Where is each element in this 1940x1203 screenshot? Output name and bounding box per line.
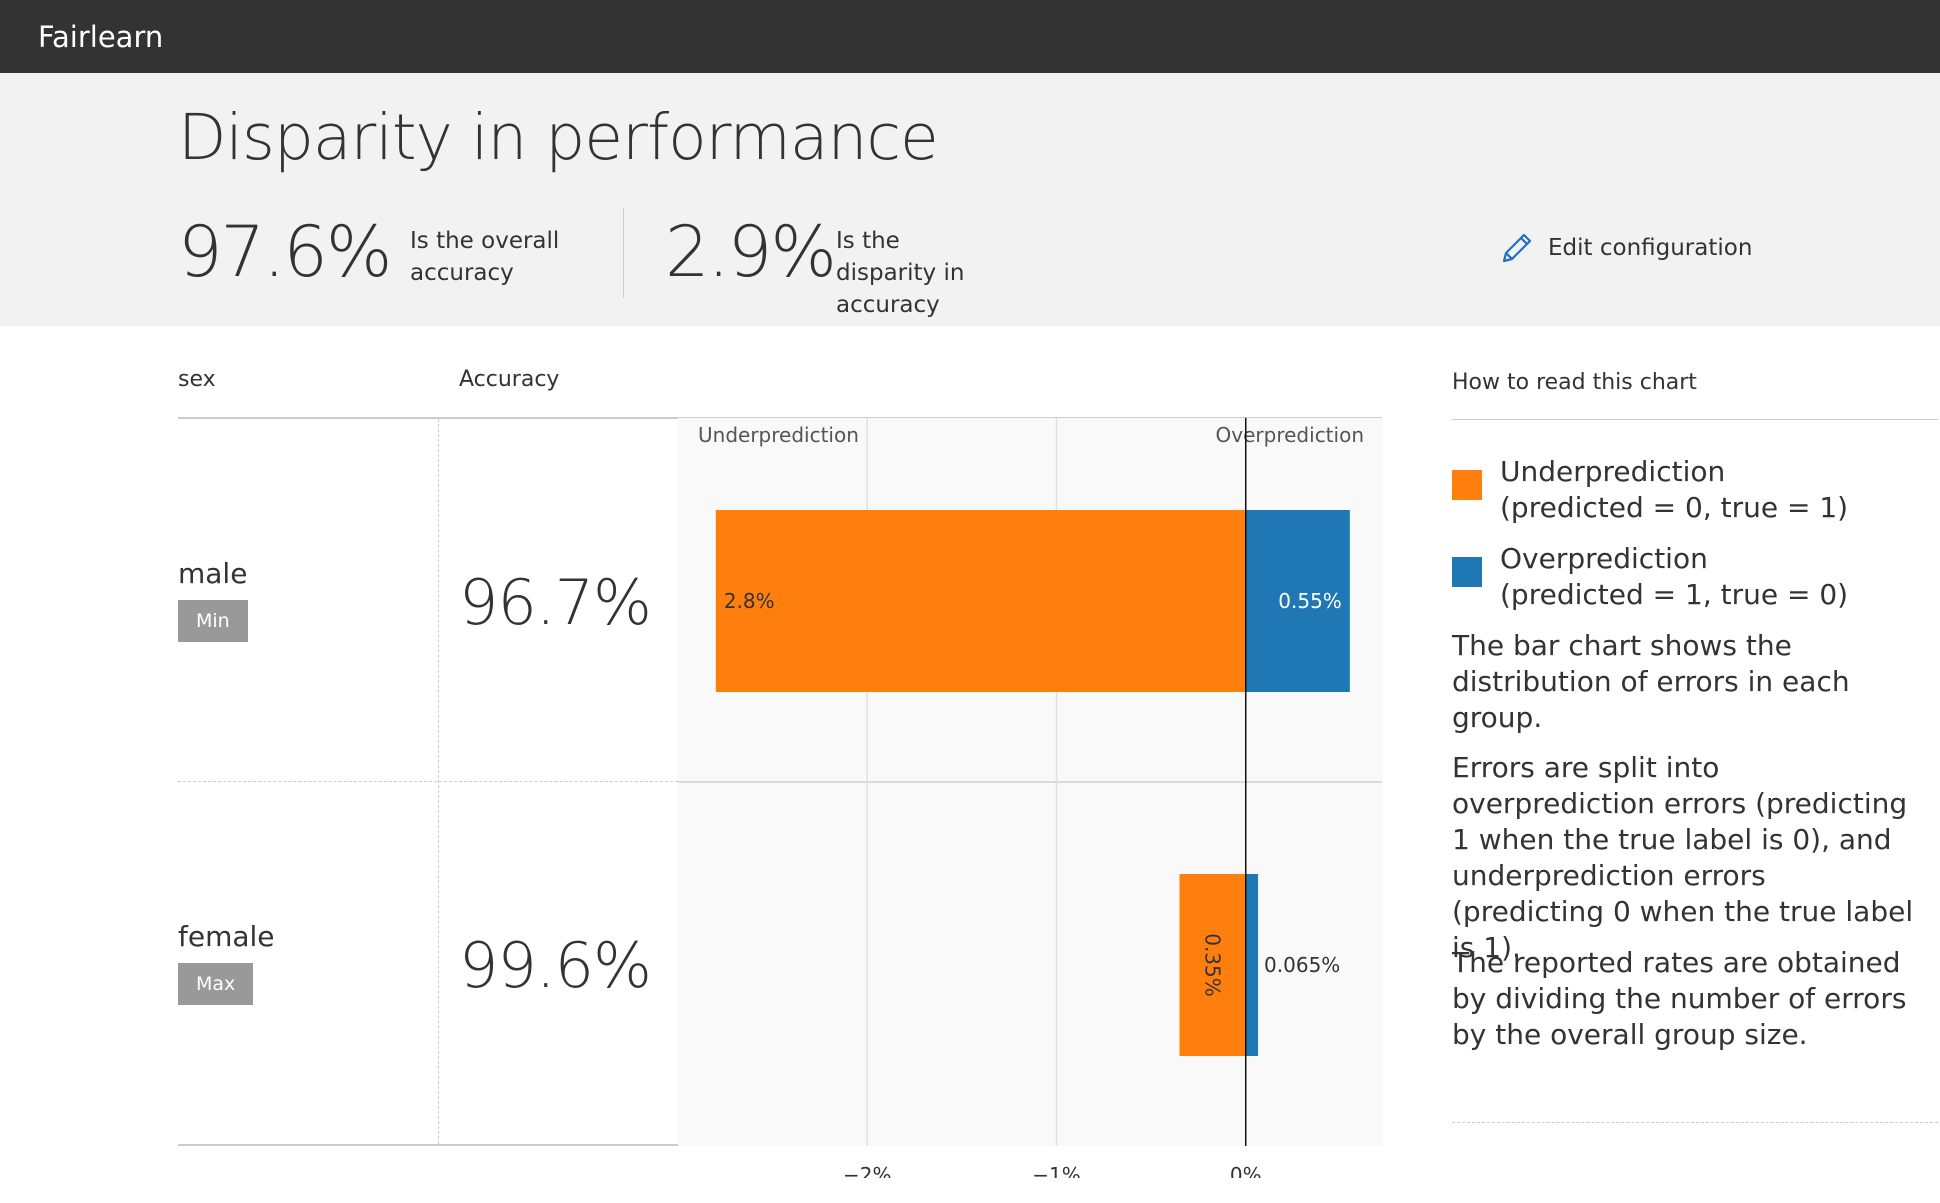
accuracy-value-male: 96.7% (459, 566, 652, 639)
summary-panel: Disparity in performance 97.6% Is the ov… (0, 73, 1940, 326)
data-label-underprediction-female: 0.35% (1201, 933, 1225, 997)
underprediction-axis-label: Underprediction (698, 423, 859, 447)
summary-divider (623, 208, 624, 298)
overall-accuracy-label: Is the overall accuracy (410, 228, 560, 286)
bar-underprediction-male (715, 510, 1246, 692)
help-paragraph-2: Errors are split into overprediction err… (1452, 751, 1914, 964)
help-paragraph-3: The reported rates are obtained by divid… (1452, 946, 1907, 1051)
error-distribution-chart: −2% −1% 0% Underprediction Overprediction 2.8… (678, 418, 1382, 1178)
legend-underprediction-detail: (predicted = 0, true = 1) (1500, 491, 1849, 524)
how-to-read-divider (1452, 419, 1938, 420)
group-column-header: sex (178, 367, 216, 392)
pencil-icon (1502, 233, 1532, 263)
x-tick-label: 0% (1230, 1163, 1262, 1178)
app-brand: Fairlearn (38, 20, 164, 54)
bar-overprediction-female (1245, 874, 1259, 1056)
overprediction-axis-label: Overprediction (1216, 423, 1364, 447)
edit-configuration-button[interactable]: Edit configuration (1500, 228, 1752, 268)
disparity-label: Is the disparity in accuracy (836, 228, 965, 318)
disparity-value: 2.9% (665, 211, 837, 293)
overall-accuracy-value: 97.6% (178, 211, 392, 293)
bar-underprediction-female (1179, 874, 1246, 1056)
data-label-overprediction-male: 0.55% (1278, 589, 1342, 613)
how-to-read-header: How to read this chart (1452, 370, 1697, 395)
top-bar: Fairlearn (0, 0, 1940, 73)
accuracy-value-female: 99.6% (459, 929, 652, 1002)
row-separator (178, 781, 678, 782)
data-label-underprediction-male: 2.8% (724, 589, 775, 613)
max-badge: Max (178, 963, 254, 1005)
legend-overprediction-name: Overprediction (1500, 542, 1708, 575)
underprediction-swatch (1452, 470, 1482, 500)
legend-item-underprediction: Underprediction (predicted = 0, true = 1… (1452, 454, 1848, 526)
x-tick-label: −1% (1032, 1163, 1081, 1178)
legend-item-overprediction: Overprediction (predicted = 1, true = 0) (1452, 541, 1848, 613)
bar-overprediction-male (1245, 510, 1350, 692)
min-badge: Min (178, 600, 248, 642)
group-name-female: female (178, 920, 275, 953)
legend-underprediction-name: Underprediction (1500, 455, 1726, 488)
legend-overprediction-detail: (predicted = 1, true = 0) (1500, 578, 1849, 611)
edit-configuration-label: Edit configuration (1548, 235, 1753, 261)
overprediction-swatch (1452, 557, 1482, 587)
accuracy-column-header: Accuracy (459, 367, 560, 392)
group-name-male: male (178, 557, 248, 590)
data-label-overprediction-female: 0.065% (1264, 953, 1340, 977)
how-to-read-bottom-divider (1452, 1122, 1938, 1123)
x-tick-label: −2% (843, 1163, 892, 1178)
help-paragraph-1: The bar chart shows the distribution of … (1452, 629, 1850, 734)
page-title: Disparity in performance (178, 101, 939, 174)
